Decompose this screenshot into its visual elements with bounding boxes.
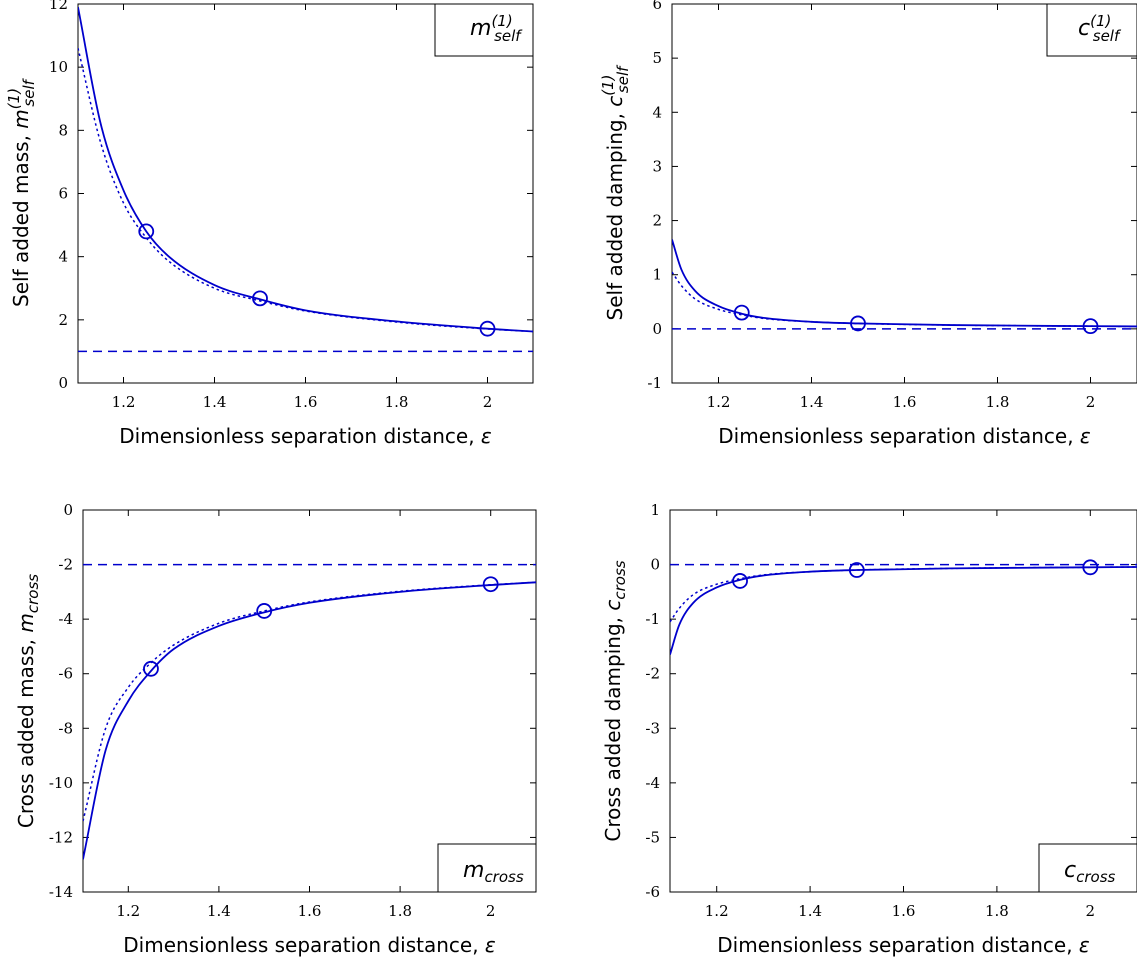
legend-label: c(1) self <box>1078 12 1122 45</box>
x-tick-label: 2 <box>486 902 496 920</box>
y-tick-label: 0 <box>650 556 660 574</box>
y-tick-label: 4 <box>58 248 68 266</box>
x-tick-label: 1.8 <box>385 393 409 411</box>
x-tick-label: 2 <box>1086 902 1096 920</box>
legend-box <box>1046 3 1137 57</box>
y-tick-label: 5 <box>652 49 662 67</box>
y-tick-label: -14 <box>49 883 73 901</box>
series-line-solid <box>83 581 536 860</box>
x-tick-label: 1.4 <box>798 902 822 920</box>
x-tick-label: 1.4 <box>800 393 824 411</box>
legend-label: ccross <box>1064 858 1116 886</box>
x-axis-label: Dimensionless separation distance, ε <box>717 933 1090 957</box>
x-tick-label: 1.2 <box>112 393 136 411</box>
data-marker <box>252 290 268 307</box>
y-tick-label: -4 <box>645 774 660 792</box>
x-axis-label: Dimensionless separation distance, ε <box>123 933 496 957</box>
series-line-dotted <box>670 566 1137 623</box>
series-line-solid <box>670 566 1137 655</box>
x-tick-label: 2 <box>1086 393 1096 411</box>
data-marker <box>138 223 155 240</box>
y-tick-label: 0 <box>652 320 662 338</box>
y-axis-label: Self added mass, m(1)self <box>5 77 38 307</box>
y-tick-label: -1 <box>645 610 660 628</box>
chart-panel-3: 1.2 1.4 1.6 1.8 2 -14 -12 -10 -8 -6 -4 -2 0 mcross Dim… <box>14 501 537 957</box>
data-marker <box>850 315 866 332</box>
y-tick-label: 10 <box>49 58 68 76</box>
data-marker <box>479 320 496 337</box>
x-tick-label: 1.8 <box>985 902 1009 920</box>
y-tick-label: -10 <box>49 774 73 792</box>
y-tick-label: 2 <box>652 212 662 230</box>
x-tick-label: 1.4 <box>207 902 231 920</box>
x-tick-label: 1.2 <box>705 902 729 920</box>
x-axis-label: Dimensionless separation distance, ε <box>718 424 1091 448</box>
y-tick-label: 0 <box>58 374 68 392</box>
y-tick-label: -12 <box>49 828 73 846</box>
legend-box <box>437 843 537 893</box>
x-tick-label: 1.6 <box>294 393 318 411</box>
y-tick-label: 8 <box>58 121 68 139</box>
series-line-dotted <box>78 48 533 333</box>
data-marker <box>1082 559 1099 576</box>
y-tick-label: -1 <box>647 374 662 392</box>
plot-frame <box>82 509 537 893</box>
legend-label: m(1) self <box>470 12 523 45</box>
y-tick-label: -6 <box>58 665 73 683</box>
chart-panel-1: 1.2 1.4 1.6 1.8 2 0 2 4 6 8 10 12 m(1) self Dimensionl… <box>5 0 534 448</box>
series-line-solid <box>672 239 1137 328</box>
y-tick-label: 6 <box>58 185 68 203</box>
y-tick-label: -4 <box>58 610 73 628</box>
plot-frame <box>77 3 534 384</box>
x-axis-label: Dimensionless separation distance, ε <box>119 424 492 448</box>
x-tick-label: 1.2 <box>116 902 140 920</box>
y-tick-label: -3 <box>645 719 660 737</box>
y-tick-label: 3 <box>652 157 662 175</box>
y-tick-label: 4 <box>652 103 662 121</box>
chart-panel-4: 1.2 1.4 1.6 1.8 2 -6 -5 -4 -3 -2 -1 0 1 ccross Dimensi… <box>601 501 1137 957</box>
y-tick-label: -8 <box>58 719 73 737</box>
series-line-dotted <box>83 581 536 822</box>
y-tick-label: 1 <box>652 266 662 284</box>
x-tick-label: 1.4 <box>203 393 227 411</box>
y-tick-label: 1 <box>650 501 660 519</box>
y-axis-label: Cross added damping, ccross <box>601 560 629 841</box>
legend-box <box>1038 843 1137 893</box>
chart-panel-2: 1.2 1.4 1.6 1.8 2 -1 0 1 2 3 4 5 6 c(1) self Dimensionl… <box>599 0 1137 448</box>
y-tick-label: -5 <box>645 828 660 846</box>
y-tick-label: 0 <box>63 501 73 519</box>
x-tick-label: 1.6 <box>893 393 917 411</box>
data-marker <box>732 573 748 589</box>
y-axis-label: Self added damping, c(1)self <box>599 64 632 321</box>
x-tick-label: 1.6 <box>298 902 322 920</box>
series-line-dotted <box>672 271 1137 328</box>
y-tick-label: 6 <box>652 0 662 13</box>
x-tick-label: 2 <box>483 393 493 411</box>
data-marker <box>482 576 499 593</box>
y-tick-label: -2 <box>645 665 660 683</box>
y-tick-label: -6 <box>645 883 660 901</box>
legend-label: mcross <box>463 858 524 886</box>
y-axis-label: Cross added mass, mcross <box>14 574 42 828</box>
y-tick-label: 2 <box>58 311 68 329</box>
x-tick-label: 1.8 <box>986 393 1010 411</box>
x-tick-label: 1.2 <box>707 393 731 411</box>
data-marker <box>848 562 865 578</box>
y-tick-label: 12 <box>49 0 68 13</box>
y-tick-label: -2 <box>58 556 73 574</box>
data-marker <box>733 304 750 321</box>
x-tick-label: 1.6 <box>892 902 916 920</box>
data-marker <box>256 603 273 619</box>
legend-box <box>434 3 534 57</box>
data-marker <box>143 660 159 677</box>
x-tick-label: 1.8 <box>388 902 412 920</box>
data-marker <box>1082 318 1099 335</box>
